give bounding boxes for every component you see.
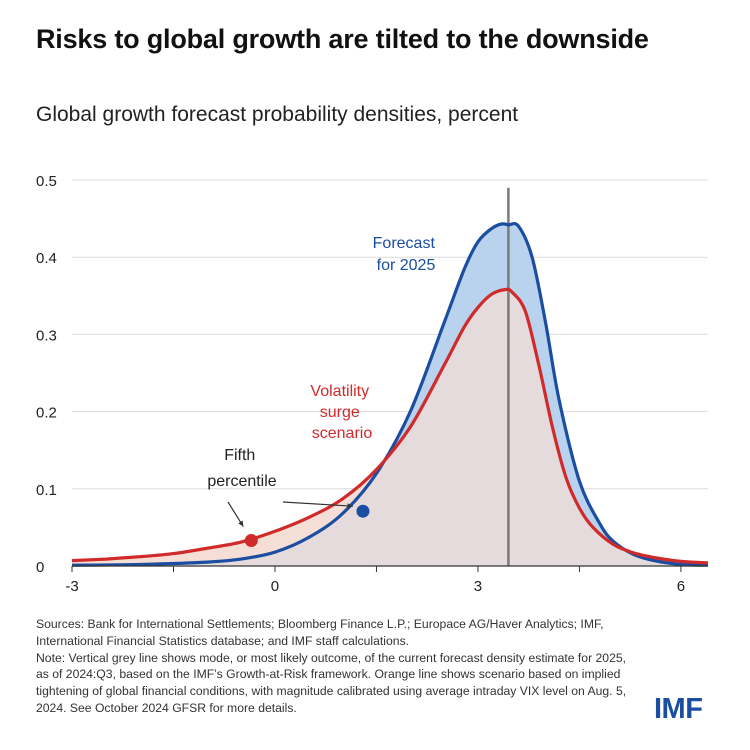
forecast-2025-line <box>71 221 709 567</box>
y-tick-label-0.1: 0.1 <box>36 482 57 499</box>
x-tick-label-0: 0 <box>271 578 279 595</box>
y-tick-label-0.3: 0.3 <box>36 327 57 344</box>
arrow-to-blue-marker-head <box>347 503 353 509</box>
forecast-fifth-percentile-marker <box>356 504 370 518</box>
y-tick-label-0.2: 0.2 <box>36 405 57 422</box>
fifth-percentile-label-line-1: Fifth <box>224 447 255 464</box>
arrow-to-red-marker-head <box>238 520 244 527</box>
fifth-percentile-arrows <box>227 501 353 527</box>
y-tick-label-0.5: 0.5 <box>36 173 57 190</box>
note-text: Note: Vertical grey line shows mode, or … <box>36 650 627 715</box>
x-axis-tick-marks <box>71 566 682 572</box>
volatility-surge-line <box>71 287 709 565</box>
y-axis-tick-labels: 0 0.1 0.2 0.3 0.4 0.5 <box>36 173 57 576</box>
x-tick-label-3: 3 <box>474 578 482 595</box>
forecast-2025-label: Forecast for 2025 <box>373 235 440 274</box>
x-tick-label--3: -3 <box>65 578 78 595</box>
gridlines <box>72 179 708 490</box>
volatility-surge-label-line-1: Volatility <box>310 383 369 400</box>
chart-subtitle: Global growth forecast probability densi… <box>36 103 519 126</box>
volatility-surge-area-overlay <box>72 289 708 566</box>
y-tick-label-0: 0 <box>36 559 44 576</box>
volatility-surge-label-line-2: surge <box>320 404 360 421</box>
volatility-surge-label: Volatility surge scenario <box>310 383 373 442</box>
volatility-surge-label-line-3: scenario <box>312 425 373 442</box>
x-tick-label-6: 6 <box>677 578 685 595</box>
y-tick-label-0.4: 0.4 <box>36 250 57 267</box>
density-chart: 0 0.1 0.2 0.3 0.4 0.5 -3 0 3 6 Forecast for 2025… <box>36 173 709 595</box>
volatility-fifth-percentile-marker <box>244 534 258 548</box>
imf-logo: IMF <box>654 693 703 725</box>
forecast-2025-label-line-2: for 2025 <box>377 257 436 274</box>
fifth-percentile-label-line-2: percentile <box>207 473 276 490</box>
chart-title: Risks to global growth are tilted to the… <box>36 24 649 54</box>
arrow-to-blue-marker-shaft <box>282 501 353 507</box>
sources-text: Sources: Bank for International Settleme… <box>36 617 604 648</box>
chart-notes: Sources: Bank for International Settleme… <box>36 616 636 717</box>
forecast-2025-label-line-1: Forecast <box>373 235 436 252</box>
fifth-percentile-label: Fifth percentile <box>207 447 276 490</box>
x-axis-tick-labels: -3 0 3 6 <box>65 578 685 595</box>
